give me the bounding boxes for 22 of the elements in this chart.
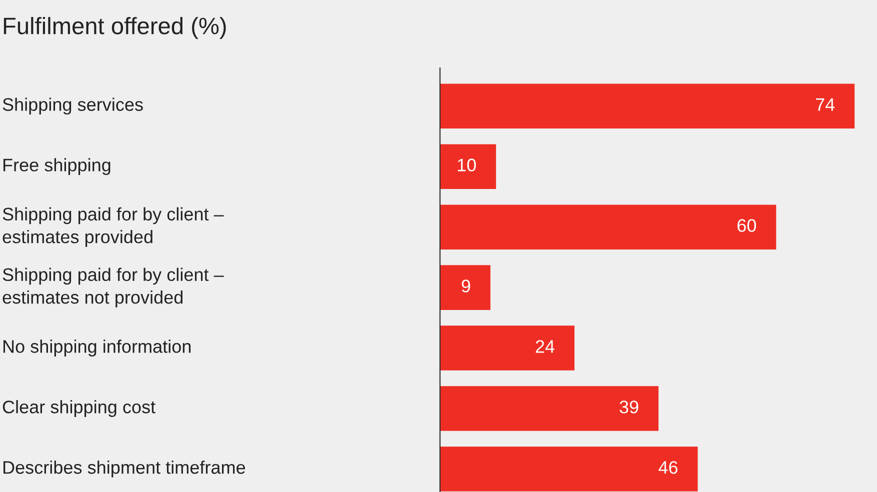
bar: [440, 204, 776, 250]
bar: [440, 446, 698, 492]
y-tick-label: No shipping information: [3, 340, 191, 356]
data-label: 10: [458, 158, 476, 172]
data-label: 9: [462, 280, 470, 292]
data-label: 74: [816, 98, 835, 111]
data-label: 24: [536, 340, 554, 353]
data-label: 46: [658, 461, 678, 474]
data-label: 39: [620, 400, 638, 414]
bar: [440, 265, 490, 310]
y-tick-label: Shipping paid for by client – estimates not provided: [2, 268, 224, 308]
bar: [440, 386, 658, 431]
y-tick-label: Describes shipment timeframe: [3, 460, 246, 478]
data-label: 60: [738, 219, 756, 232]
y-tick-label: Clear shipping cost: [2, 400, 156, 417]
bar: [440, 84, 855, 128]
y-tick-label: Shipping services: [2, 98, 143, 115]
text: Fulfilment offered (%): [4, 16, 226, 39]
y-tick-label: Free shipping: [3, 158, 110, 176]
bar: [440, 326, 574, 370]
y-tick-label: Shipping paid for by client – estimates provided: [2, 207, 224, 247]
bar: [440, 144, 496, 189]
